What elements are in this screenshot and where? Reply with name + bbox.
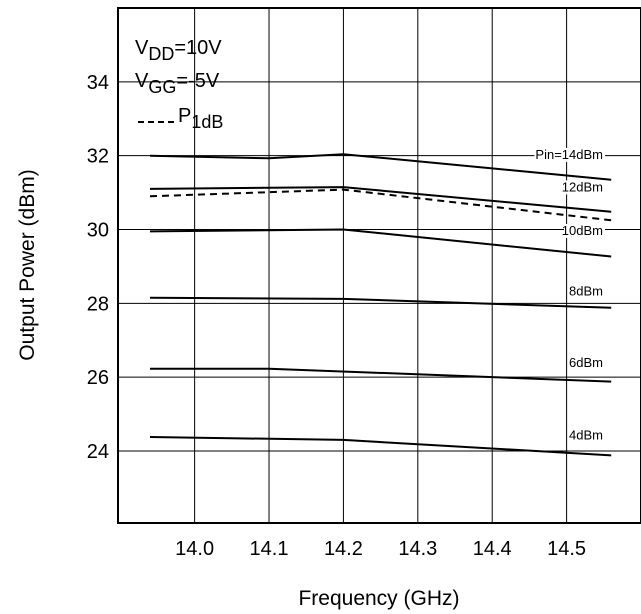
x-tick-label: 14.4 [473,538,512,560]
legend-vdd: VDD=10V [135,37,222,64]
legend-vgg-value: =-5V [176,70,219,92]
series-labels: Pin=14dBm 12dBm 10dBm 8dBm 6dBm 4dBm [534,147,605,443]
series-line [149,296,612,309]
series-label-bg [571,428,605,443]
x-tick-label: 14.5 [547,538,586,560]
x-axis-title: Frequency (GHz) [298,587,459,610]
series-line [149,228,612,258]
legend-vdd-sub: DD [148,44,174,64]
series-label: Pin=14dBm [535,147,603,162]
y-tick-label: 26 [87,367,109,389]
series-label: 10dBm [562,223,603,238]
y-tick-labels: 24 26 28 30 32 34 [87,72,109,463]
series-lines [149,153,612,457]
x-tick-label: 14.1 [250,538,289,560]
legend-vgg: VGG=-5V [135,70,220,97]
legend-vgg-main: V [135,70,149,92]
series-label-bg [534,147,605,162]
y-tick-label: 24 [87,441,109,463]
x-tick-label: 14.3 [398,538,437,560]
x-tick-labels: 14.0 14.1 14.2 14.3 14.4 14.5 [175,538,586,560]
series-line [150,367,612,383]
series-line [149,186,612,213]
series-line [149,153,612,181]
series-label-bg [564,223,605,238]
legend-vgg-sub: GG [148,77,176,97]
series-line [149,436,612,457]
series-line [149,188,612,222]
x-tick-label: 14.2 [324,538,363,560]
series-label-bg [564,180,605,195]
y-tick-label: 28 [87,293,109,315]
y-tick-label: 30 [87,220,109,242]
legend-p1db-main: P [178,105,191,127]
series-label: 4dBm [569,428,603,443]
y-tick-label: 32 [87,146,109,168]
legend-p1db-sub: 1dB [191,112,223,132]
legend: VDD=10V VGG=-5V P1dB [135,37,223,132]
series-label: 6dBm [569,355,603,370]
series-label-bg [571,356,605,371]
series-label: 8dBm [569,283,603,298]
legend-p1db: P1dB [178,105,223,132]
legend-vdd-main: V [135,37,149,59]
x-tick-label: 14.0 [175,538,214,560]
y-tick-label: 34 [87,72,109,94]
series-label-bg [571,284,605,299]
grid-lines [118,8,641,523]
y-axis-title: Output Power (dBm) [16,169,39,360]
series-label: 12dBm [562,179,603,194]
legend-vdd-value: =10V [174,37,222,59]
plot-area-frame [117,7,641,524]
